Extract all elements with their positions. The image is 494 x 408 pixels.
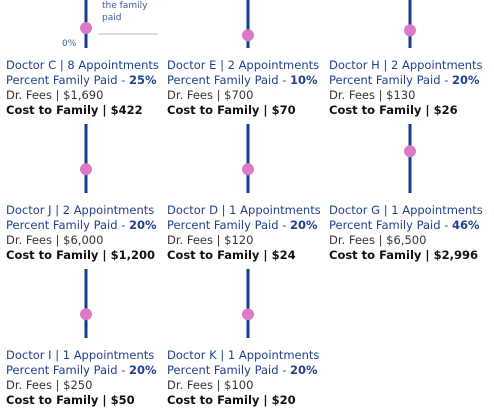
doctor-title: Doctor I | 1 Appointments	[6, 348, 155, 362]
dot-doctor-j	[80, 163, 92, 176]
doctor-card[interactable]: Doctor J | 2 Appointments Percent Family …	[6, 203, 166, 263]
dot-doctor-i	[80, 308, 92, 321]
cost-to-family: Cost to Family | $422	[6, 103, 143, 117]
doctor-fees: Dr. Fees | $120	[167, 233, 254, 247]
dot-doctor-g	[404, 145, 416, 158]
doctor-fees: Dr. Fees | $130	[329, 88, 416, 102]
doctor-fees: Dr. Fees | $250	[6, 378, 93, 392]
doctor-fees: Dr. Fees | $100	[167, 378, 254, 392]
doctor-title: Doctor H | 2 Appointments	[329, 58, 483, 72]
dot-doctor-c	[80, 22, 92, 34]
doctor-title: Doctor E | 2 Appointments	[167, 58, 320, 72]
percent-family-paid: Percent Family Paid - 20%	[167, 363, 318, 377]
doctor-title: Doctor G | 1 Appointments	[329, 203, 483, 217]
dot-doctor-h	[404, 24, 416, 37]
doctor-card[interactable]: Doctor H | 2 Appointments Percent Family …	[329, 58, 489, 118]
doctor-card[interactable]: Doctor D | 1 Appointments Percent Family …	[167, 203, 327, 263]
doctor-fees: Dr. Fees | $6,500	[329, 233, 427, 247]
percent-family-paid: Percent Family Paid - 20%	[6, 218, 157, 232]
doctor-title: Doctor J | 2 Appointments	[6, 203, 155, 217]
cost-to-family: Cost to Family | $24	[167, 248, 296, 262]
dot-doctor-k	[242, 308, 254, 321]
doctor-title: Doctor K | 1 Appointments	[167, 348, 320, 362]
percent-family-paid: Percent Family Paid - 25%	[6, 73, 157, 87]
percent-family-paid: Percent Family Paid - 20%	[6, 363, 157, 377]
percent-family-paid: Percent Family Paid - 20%	[167, 218, 318, 232]
zero-percent-label: 0%	[62, 39, 77, 49]
doctor-card[interactable]: Doctor E | 2 Appointments Percent Family …	[167, 58, 327, 118]
percent-family-paid: Percent Family Paid - 46%	[329, 218, 480, 232]
dot-doctor-d	[242, 163, 254, 176]
doctor-card[interactable]: Doctor K | 1 Appointments Percent Family …	[167, 348, 327, 408]
cost-to-family: Cost to Family | $2,996	[329, 248, 478, 262]
doctor-title: Doctor C | 8 Appointments	[6, 58, 159, 72]
doctor-card[interactable]: Doctor C | 8 Appointments Percent Family …	[6, 58, 166, 118]
cost-to-family: Cost to Family | $20	[167, 393, 296, 407]
doctor-card[interactable]: Doctor I | 1 Appointments Percent Family …	[6, 348, 166, 408]
cost-to-family: Cost to Family | $50	[6, 393, 135, 407]
cost-to-family: Cost to Family | $70	[167, 103, 296, 117]
doctor-fees: Dr. Fees | $1,690	[6, 88, 104, 102]
doctor-fees: Dr. Fees | $6,000	[6, 233, 104, 247]
annotation-text: the family paid	[102, 1, 148, 23]
dot-doctor-e	[242, 29, 254, 42]
cost-to-family: Cost to Family | $26	[329, 103, 458, 117]
percent-family-paid: Percent Family Paid - 20%	[329, 73, 480, 87]
percent-family-paid: Percent Family Paid - 10%	[167, 73, 318, 87]
cost-to-family: Cost to Family | $1,200	[6, 248, 155, 262]
doctor-card[interactable]: Doctor G | 1 Appointments Percent Family …	[329, 203, 489, 263]
doctor-fees: Dr. Fees | $700	[167, 88, 254, 102]
doctor-title: Doctor D | 1 Appointments	[167, 203, 321, 217]
